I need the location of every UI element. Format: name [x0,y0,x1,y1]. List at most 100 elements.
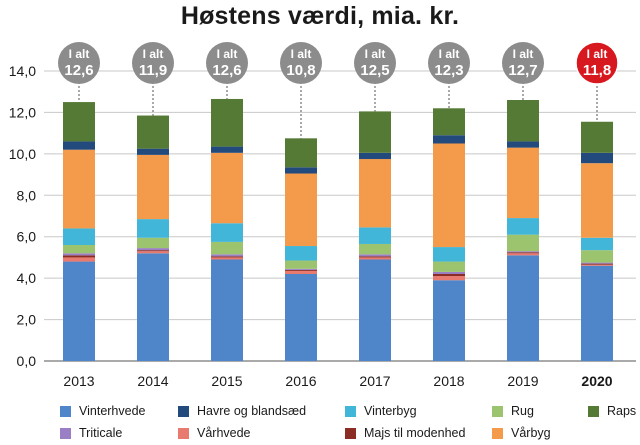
bar-segment-vinterbyg [581,237,613,251]
legend-swatch [178,427,189,439]
legend-label: Vårhvede [197,426,251,440]
total-bubble-prefix: I alt [513,47,534,61]
bar-segment-majs-til-modenhed [359,256,391,258]
bar-segment-vårhvede [507,253,539,256]
legend-swatch [345,427,356,439]
total-bubble [428,42,470,84]
bar-segment-vinterhvede [581,265,613,361]
bar-segment-triticale [359,254,391,257]
bar-segment-rug [359,243,391,255]
bar-segment-rug [137,237,169,249]
legend-item: Vinterbyg [345,404,417,418]
legend-item: Majs til modenhed [345,426,465,440]
bar-segment-vinterhvede [211,259,243,361]
bar-segment-triticale [137,248,169,251]
bar-segment-vinterbyg [63,228,95,245]
y-tick-label: 8,0 [17,187,37,203]
bar-segment-raps [433,108,465,136]
legend-label: Majs til modenhed [364,426,466,440]
legend-label: Vinterhvede [79,404,146,418]
bar-segment-majs-til-modenhed [137,250,169,252]
bar-segment-triticale [63,253,95,256]
total-bubble [58,42,100,84]
total-bubble-value: 12,6 [64,62,93,79]
total-bubble-prefix: I alt [587,47,608,61]
stacked-bar-chart: 0,02,04,06,08,010,012,014,0I alt12,62013… [9,41,636,389]
x-tick-label: 2019 [507,373,538,389]
legend-swatch [588,405,599,417]
bar-segment-triticale [211,254,243,257]
bar-segment-raps [581,121,613,153]
x-tick-label: 2018 [433,373,464,389]
bar-segment-raps [359,111,391,153]
legend-label: Rug [511,404,534,418]
bar-segment-havre-og-blandsæd [137,148,169,155]
bar-segment-vinterbyg [137,219,169,238]
legend-item: Raps [588,404,636,418]
bar-segment-havre-og-blandsæd [285,167,317,174]
total-bubble-value: 12,6 [212,62,241,79]
bar-segment-raps [285,138,317,168]
total-bubble [575,41,619,85]
legend-item: Vinterhvede [60,404,146,418]
y-tick-label: 4,0 [17,270,37,286]
bar-segment-havre-og-blandsæd [433,135,465,144]
bar-segment-vinterbyg [285,246,317,261]
bar-segment-vinterbyg [433,247,465,262]
bar-segment-vårhvede [285,270,317,274]
bar-segment-majs-til-modenhed [285,269,317,271]
total-bubble-value: 12,3 [434,62,463,79]
bar-segment-vårhvede [63,257,95,262]
bar-segment-rug [285,260,317,269]
legend-swatch [492,427,503,439]
total-bubble-value: 11,9 [139,62,167,79]
y-tick-label: 6,0 [17,229,37,245]
x-tick-label: 2017 [359,373,390,389]
x-tick-label: 2013 [63,373,94,389]
total-bubble-prefix: I alt [439,47,460,61]
x-tick-label: 2020 [581,373,612,389]
bar-segment-vårbyg [507,147,539,219]
total-bubble-prefix: I alt [69,47,90,61]
bar-segment-raps [137,115,169,149]
bar-segment-majs-til-modenhed [63,255,95,258]
bar-segment-vårbyg [137,154,169,220]
total-bubble [206,42,248,84]
bar-segment-vinterhvede [433,280,465,361]
legend-label: Vårbyg [511,426,551,440]
bar-segment-triticale [507,251,539,253]
legend-swatch [60,405,71,417]
bar-segment-vårbyg [433,143,465,248]
total-bubble-prefix: I alt [291,47,312,61]
bar-segment-vinterbyg [211,223,243,242]
bar-segment-rug [507,234,539,252]
bar-segment-havre-og-blandsæd [63,141,95,150]
bar-segment-havre-og-blandsæd [581,152,613,164]
bar-segment-majs-til-modenhed [507,252,539,254]
legend-item: Vårbyg [492,426,551,440]
total-bubble-value: 12,7 [508,62,537,79]
total-bubble-prefix: I alt [143,47,164,61]
bar-segment-majs-til-modenhed [581,263,613,265]
total-bubble-value: 12,5 [360,62,389,79]
bar-segment-triticale [433,271,465,274]
bar-segment-vinterhvede [63,261,95,361]
legend-item: Triticale [60,426,122,440]
legend-swatch [345,405,356,417]
legend-label: Vinterbyg [364,404,417,418]
bar-segment-triticale [581,262,613,264]
bar-segment-majs-til-modenhed [211,256,243,258]
bar-segment-vårbyg [581,163,613,238]
bar-segment-vårbyg [63,149,95,229]
bar-segment-triticale [285,268,317,270]
legend-swatch [178,405,189,417]
bar-segment-raps [507,100,539,142]
bar-segment-vårhvede [581,264,613,266]
bar-segment-vårhvede [211,257,243,260]
bar-segment-rug [211,241,243,255]
bar-segment-vinterhvede [507,255,539,361]
y-tick-label: 14,0 [9,63,36,79]
y-tick-label: 12,0 [9,104,36,120]
x-tick-label: 2016 [285,373,316,389]
bar-segment-vinterbyg [359,227,391,244]
